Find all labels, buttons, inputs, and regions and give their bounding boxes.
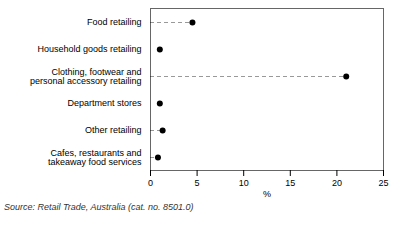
svg-text:Other retailing: Other retailing <box>85 125 142 135</box>
svg-text:10: 10 <box>239 178 249 188</box>
svg-text:Department stores: Department stores <box>67 98 142 108</box>
svg-text:0: 0 <box>148 178 153 188</box>
html-text:Source: Retail Trade, Australi: Source: Retail Trade, Australia (cat. no… <box>4 202 194 212</box>
svg-text:Cafes, restaurants andtakeaway: Cafes, restaurants andtakeaway food serv… <box>48 148 142 167</box>
svg-text:25: 25 <box>378 178 388 188</box>
svg-text:20: 20 <box>332 178 342 188</box>
svg-text:15: 15 <box>285 178 295 188</box>
svg-text:%: % <box>263 189 271 199</box>
svg-text:Clothing, footwear andpersonal: Clothing, footwear andpersonal accessory… <box>30 67 142 86</box>
svg-text:Food retailing: Food retailing <box>87 17 142 27</box>
svg-text:Household goods retailing: Household goods retailing <box>37 44 141 54</box>
svg-text:5: 5 <box>195 178 200 188</box>
